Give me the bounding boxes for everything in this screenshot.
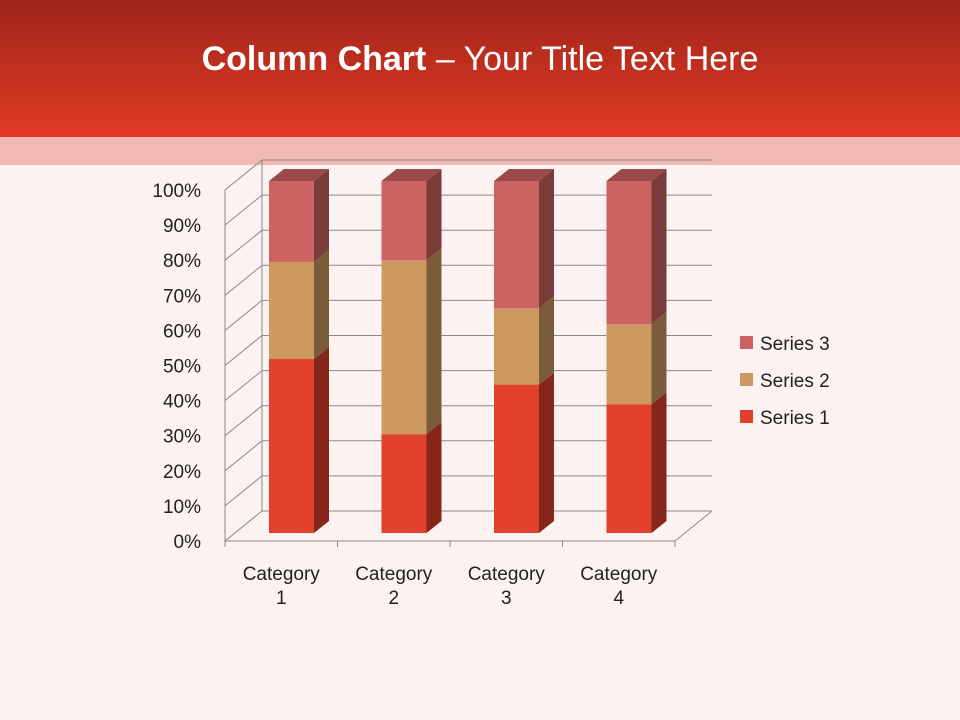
y-tick-label: 10% [163,497,201,518]
column-segment-side [651,312,667,405]
y-tick-label: 100% [152,181,201,202]
side-gridline [224,440,263,472]
title-bar [0,0,960,137]
column-segment-side [539,372,554,533]
column-segment-front [494,181,539,309]
column-segment-front [269,261,314,360]
slide-title: Column Chart – Your Title Text Here [0,40,960,79]
column-segment-side [314,169,329,262]
column-segment-front [606,324,652,405]
column-segment-side [314,347,329,533]
column-segment-side [651,392,667,533]
column-top [269,169,329,181]
side-gridline [224,370,263,401]
column-top [381,169,442,181]
y-tick-label: 70% [163,286,201,307]
legend-swatch [740,373,753,386]
column-top [606,169,667,181]
title-rest: – Your Title Text Here [426,40,759,78]
x-tick-label: Category 4 [580,564,658,609]
x-tick-label: Category 2 [355,564,433,609]
column-segment-side [426,248,442,435]
column-segment-side [539,296,554,385]
column-segment-front [381,434,427,533]
column-segment-side [539,169,554,309]
y-tick-label: 30% [163,427,201,448]
x-tick-label: Category 1 [243,564,321,609]
side-gridline [224,229,263,261]
y-tick-label: 20% [163,462,201,483]
legend-label: Series 3 [760,334,830,355]
column-segment-front [269,181,314,262]
side-gridline [224,335,263,366]
column-segment-front [494,384,539,533]
y-tick-label: 90% [163,216,201,237]
side-gridline [224,475,263,507]
side-gridline [224,510,263,542]
column-segment-front [494,308,539,385]
column-segment-side [426,422,442,533]
column-segment-front [381,260,427,435]
y-tick-label: 0% [174,532,202,553]
side-gridline [224,300,263,331]
column-segment-front [606,181,652,325]
title-bold: Column Chart [201,40,427,78]
side-gridline [224,159,263,191]
floor-edge [674,510,713,542]
legend-swatch [740,336,753,349]
side-gridline [224,405,263,437]
column-segment-side [426,169,442,261]
column-top [494,169,554,181]
side-gridline [224,264,263,296]
y-tick-label: 40% [163,392,201,413]
legend-label: Series 1 [760,408,830,429]
column-segment-front [269,359,314,533]
legend-label: Series 2 [760,371,830,392]
x-tick-label: Category 3 [468,564,546,609]
column-segment-side [314,249,329,360]
y-tick-label: 60% [163,321,201,342]
y-tick-label: 80% [163,251,201,272]
column-segment-front [606,404,652,533]
side-gridline [224,194,263,226]
y-tick-label: 50% [163,357,201,378]
legend-swatch [740,410,753,423]
column-segment-side [651,169,667,325]
column-segment-front [381,181,427,261]
